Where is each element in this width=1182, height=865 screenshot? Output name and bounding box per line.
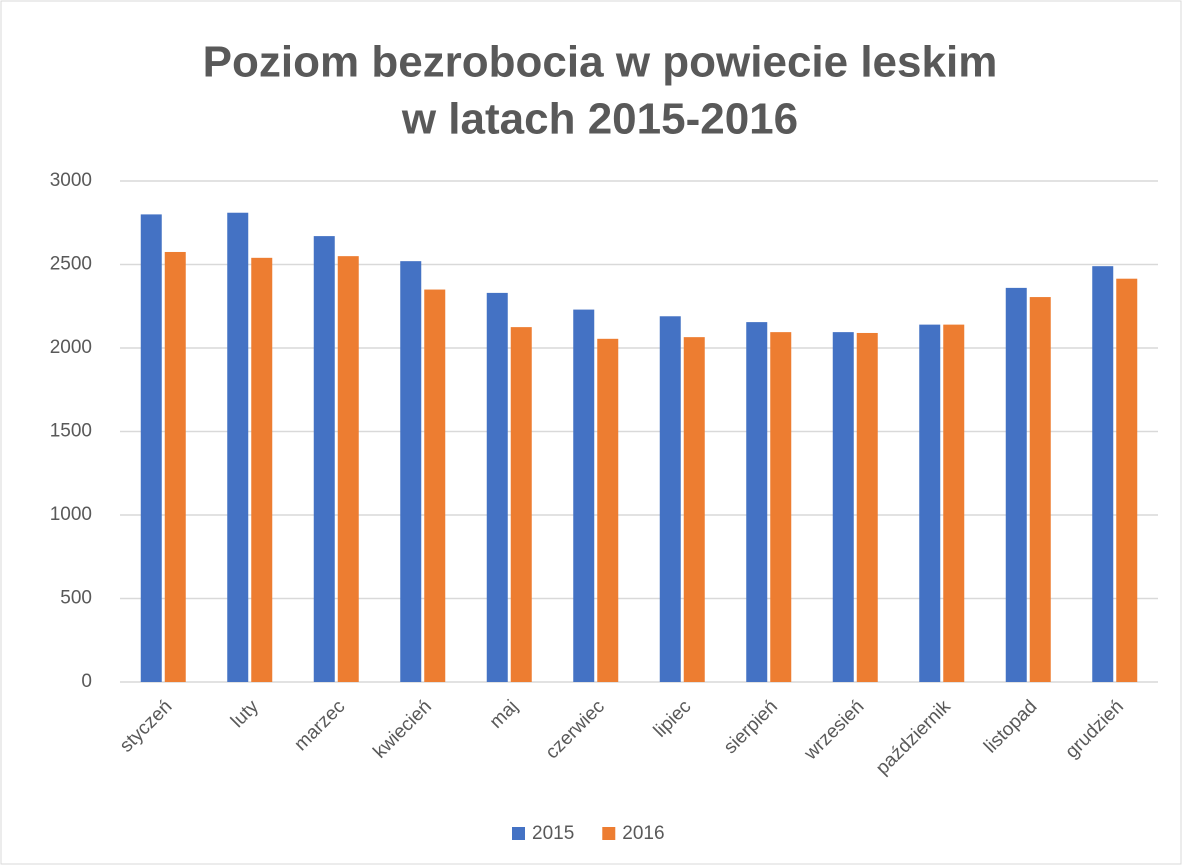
bar (486, 292, 508, 682)
chart-title: w latach 2015-2016 (401, 95, 798, 144)
bar (251, 257, 273, 682)
bar (140, 214, 162, 682)
bar (597, 338, 619, 682)
bar (400, 261, 422, 682)
y-tick-label: 2500 (50, 254, 92, 275)
bar (919, 324, 941, 682)
bar (659, 316, 681, 682)
bar (313, 236, 335, 683)
y-tick-label: 500 (60, 588, 92, 609)
bar (164, 251, 186, 682)
legend-swatch (602, 827, 616, 840)
y-tick-label: 0 (81, 671, 92, 692)
legend-label: 2016 (622, 823, 664, 844)
bar (943, 324, 965, 682)
bar (424, 289, 446, 682)
bar (227, 212, 249, 683)
bar (832, 332, 854, 682)
legend-label: 2015 (532, 823, 574, 844)
bar (1092, 266, 1114, 682)
bar (856, 332, 878, 682)
bar (573, 309, 595, 682)
y-tick-label: 1500 (50, 421, 92, 442)
bar (770, 332, 792, 682)
y-tick-label: 3000 (50, 170, 92, 191)
bar (1029, 297, 1051, 682)
y-tick-label: 1000 (50, 504, 92, 525)
bar (510, 327, 532, 682)
bar (337, 256, 359, 682)
legend-swatch (512, 827, 525, 840)
bar (1005, 287, 1027, 682)
bar (1116, 278, 1138, 682)
chart-title: Poziom bezrobocia w powiecie leskim (203, 38, 998, 87)
bar (683, 337, 705, 682)
bar (746, 322, 768, 682)
y-tick-label: 2000 (50, 337, 92, 358)
